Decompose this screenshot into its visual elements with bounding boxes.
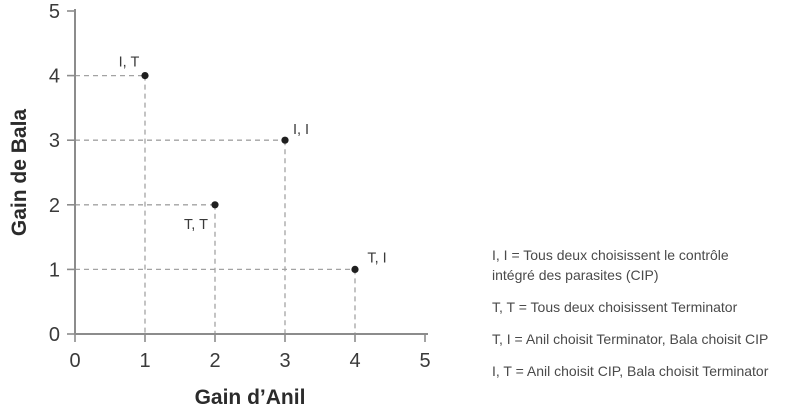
legend-item: T, T = Tous deux choisissent Terminator (492, 299, 738, 315)
point-label: I, I (293, 122, 309, 138)
point-label: T, I (367, 250, 386, 266)
data-point (141, 72, 149, 80)
x-tick-label: 0 (69, 350, 80, 372)
point-label: T, T (184, 217, 208, 233)
data-point (211, 201, 219, 209)
x-tick-label: 5 (419, 350, 430, 372)
data-point (281, 136, 289, 144)
y-tick-label: 2 (49, 195, 60, 217)
y-tick-label: 0 (49, 324, 60, 346)
legend-item: T, I = Anil choisit Terminator, Bala cho… (492, 331, 769, 347)
x-axis-title: Gain d’Anil (195, 386, 306, 409)
x-tick-label: 2 (209, 350, 220, 372)
point-label: I, T (119, 55, 140, 71)
y-tick-label: 3 (49, 130, 60, 152)
payoff-chart: 0 1 2 3 4 5 0 1 2 3 4 5 I, T T, T I, I T, I Gain d’Anil G… (8, 1, 431, 409)
y-tick-label: 1 (49, 259, 60, 281)
x-tick-label: 4 (349, 350, 360, 372)
y-tick-label: 4 (49, 66, 60, 88)
legend: I, I = Tous deux choisissent le contrôle… (492, 245, 808, 393)
y-tick-label: 5 (49, 1, 60, 23)
x-tick-label: 3 (279, 350, 290, 372)
x-tick-label: 1 (139, 350, 150, 372)
y-axis-title: Gain de Bala (8, 109, 31, 237)
legend-item: I, I = Tous deux choisissent le contrôle… (492, 247, 729, 283)
data-point (351, 265, 359, 273)
legend-item: I, T = Anil choisit CIP, Bala choisit Te… (492, 363, 769, 379)
